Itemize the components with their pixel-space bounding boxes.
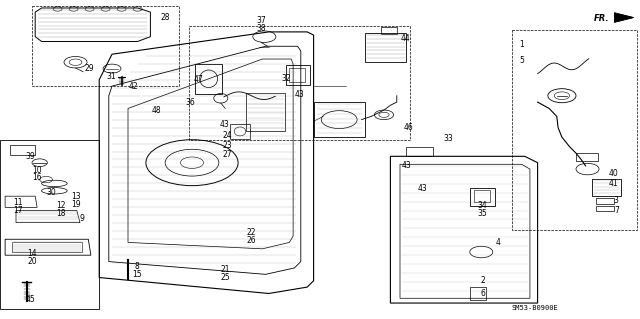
Bar — [195, 64, 222, 94]
Text: 30: 30 — [46, 189, 56, 197]
Text: 3: 3 — [614, 197, 619, 205]
Text: 14: 14 — [27, 249, 37, 258]
Bar — [470, 188, 495, 206]
Text: 2: 2 — [481, 276, 486, 285]
Text: 46: 46 — [403, 123, 413, 132]
Bar — [314, 102, 365, 137]
Text: 43: 43 — [219, 120, 229, 129]
Text: SM53-B0900E: SM53-B0900E — [512, 305, 559, 311]
Text: 44: 44 — [400, 34, 410, 43]
Bar — [596, 198, 614, 204]
Text: 1: 1 — [519, 40, 524, 49]
Text: 7: 7 — [614, 206, 619, 215]
Bar — [474, 190, 490, 202]
Text: 43: 43 — [417, 184, 428, 193]
Text: 45: 45 — [26, 295, 36, 304]
Bar — [596, 206, 614, 211]
Text: 15: 15 — [132, 270, 142, 279]
Bar — [286, 65, 310, 85]
Text: 41: 41 — [608, 179, 618, 188]
Bar — [576, 153, 598, 161]
Bar — [592, 179, 621, 196]
Bar — [230, 124, 250, 139]
Text: 33: 33 — [443, 134, 453, 143]
Text: FR.: FR. — [594, 14, 609, 23]
Bar — [381, 27, 397, 34]
Text: 16: 16 — [32, 173, 42, 182]
Text: 24: 24 — [222, 131, 232, 140]
Text: 19: 19 — [70, 200, 81, 209]
Text: 20: 20 — [27, 257, 37, 266]
Text: 11: 11 — [13, 198, 22, 207]
Text: 4: 4 — [496, 238, 501, 247]
Text: 48: 48 — [152, 106, 162, 115]
Text: 17: 17 — [13, 206, 23, 215]
Text: 47: 47 — [193, 75, 204, 84]
Text: 29: 29 — [84, 64, 95, 73]
Bar — [10, 145, 35, 155]
Text: 35: 35 — [477, 209, 487, 218]
Text: 21: 21 — [221, 265, 230, 274]
Bar — [365, 33, 406, 62]
Text: 18: 18 — [56, 209, 65, 218]
Text: 32: 32 — [281, 74, 291, 83]
Text: 40: 40 — [608, 169, 618, 178]
Text: 36: 36 — [186, 98, 196, 107]
Bar — [12, 242, 82, 252]
Bar — [470, 287, 486, 300]
Text: 12: 12 — [56, 201, 65, 210]
Text: 43: 43 — [401, 161, 412, 170]
Bar — [246, 93, 285, 131]
Text: 28: 28 — [161, 13, 170, 22]
Text: 37: 37 — [256, 16, 266, 25]
Text: 6: 6 — [481, 289, 486, 298]
Text: 23: 23 — [222, 141, 232, 150]
Text: 27: 27 — [222, 150, 232, 159]
Text: 42: 42 — [128, 82, 138, 91]
Text: 9: 9 — [79, 214, 84, 223]
Text: 5: 5 — [519, 56, 524, 65]
Text: 38: 38 — [256, 24, 266, 33]
Text: 31: 31 — [106, 72, 116, 81]
Text: 39: 39 — [26, 152, 36, 161]
Text: 13: 13 — [70, 192, 81, 201]
Text: 43: 43 — [294, 90, 305, 99]
Text: 26: 26 — [246, 236, 257, 245]
Text: 25: 25 — [220, 273, 230, 282]
Text: 8: 8 — [134, 262, 140, 271]
Text: 34: 34 — [477, 201, 487, 210]
Polygon shape — [614, 13, 634, 22]
Bar — [406, 147, 433, 156]
Bar — [289, 68, 305, 82]
Text: 22: 22 — [247, 228, 256, 237]
Text: 10: 10 — [32, 166, 42, 175]
